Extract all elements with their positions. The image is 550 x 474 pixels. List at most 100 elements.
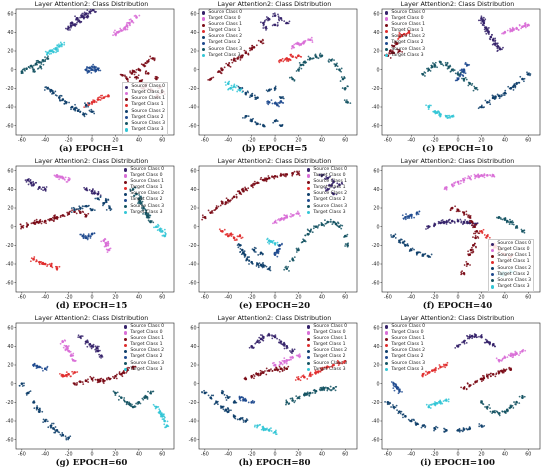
data-point-density <box>402 416 404 419</box>
data-point-density <box>258 424 261 426</box>
data-point-density <box>161 234 164 237</box>
legend: Source Class 0 Target Class 0 Source Class… <box>385 10 425 59</box>
data-point-density <box>409 247 412 250</box>
data-point-density <box>293 79 296 81</box>
data-point-density <box>494 409 496 412</box>
data-point-density <box>99 194 102 197</box>
panel-caption: (i) EPOCH=100 <box>420 458 495 468</box>
data-point-density <box>483 424 486 427</box>
legend-item: Source Class 3 <box>307 361 347 367</box>
data-point-density <box>252 183 254 185</box>
data-point-density <box>86 70 89 73</box>
data-point-density <box>261 370 263 373</box>
data-point <box>291 349 294 353</box>
data-point-density <box>49 91 52 93</box>
data-point-density <box>59 433 62 436</box>
data-point-density <box>316 56 318 59</box>
data-point-density <box>444 399 446 402</box>
data-point-density <box>74 109 77 112</box>
data-point-density <box>243 398 246 401</box>
data-point-density <box>53 431 56 434</box>
data-point-density <box>335 224 338 226</box>
data-point-density <box>201 214 204 217</box>
legend-label: Source Class 0 <box>313 167 348 172</box>
legend-label: Source Class 2 <box>130 191 165 197</box>
data-point-density <box>257 374 260 377</box>
legend-marker <box>491 266 495 271</box>
data-point-density <box>86 12 88 15</box>
data-point-density <box>248 96 251 99</box>
data-point-density <box>447 114 449 117</box>
data-point-density <box>21 68 24 71</box>
data-point-density <box>291 352 293 355</box>
data-point-density <box>41 220 44 223</box>
data-point-density <box>76 16 79 19</box>
data-point-density <box>508 406 511 409</box>
data-point-density <box>426 373 429 376</box>
data-point-density <box>462 79 465 82</box>
data-point-density <box>75 18 78 21</box>
data-point-density <box>112 34 114 37</box>
data-point-density <box>254 342 257 345</box>
data-point-density <box>293 256 296 259</box>
series-target-class-1 <box>29 256 61 271</box>
data-point-density <box>266 268 269 271</box>
data-point-density <box>246 256 249 259</box>
y-tick-label: -20 <box>6 86 14 92</box>
data-point-density <box>283 347 286 350</box>
legend-marker <box>202 23 206 27</box>
series-target-class-2 <box>390 381 403 395</box>
x-tick-label: 20 <box>295 138 301 144</box>
data-point-density <box>406 217 409 220</box>
data-point-density <box>417 213 420 216</box>
data-point-density <box>459 218 462 221</box>
legend-item: Target Class 0 <box>491 247 531 253</box>
data-point-density <box>306 378 309 380</box>
data-point-density <box>452 68 455 71</box>
data-point-density <box>316 226 319 229</box>
legend-marker <box>125 128 129 132</box>
data-point-density <box>28 178 30 180</box>
data-point-density <box>473 85 476 88</box>
data-point-density <box>104 379 106 382</box>
data-point-density <box>79 16 82 19</box>
data-point-density <box>264 179 267 182</box>
data-point-density <box>266 90 269 93</box>
data-point-density <box>225 202 228 204</box>
y-tick-label: 20 <box>373 206 379 212</box>
x-tick-label: -20 <box>431 295 439 301</box>
data-point-density <box>328 58 331 61</box>
data-point-density <box>127 21 129 24</box>
data-point-density <box>55 49 58 51</box>
data-point-density <box>466 337 469 340</box>
data-point-density <box>297 376 300 378</box>
chart-title: Layer Attention2: Class Distribution <box>34 0 149 8</box>
x-tick-label: 40 <box>502 452 508 458</box>
legend-marker <box>124 204 128 209</box>
data-point-density <box>426 225 428 228</box>
data-point-density <box>441 221 444 224</box>
data-point-density <box>454 72 457 75</box>
point-layer <box>207 12 352 128</box>
y-tick-label: -40 <box>6 105 14 111</box>
data-point-density <box>271 24 274 27</box>
data-point-density <box>340 76 343 78</box>
data-point-density <box>264 429 266 431</box>
data-point-density <box>227 199 230 202</box>
series-target-class-0 <box>290 36 314 50</box>
panel-caption: (c) EPOCH=10 <box>422 144 493 154</box>
legend-item: Source Class 2 <box>307 191 347 197</box>
data-point-density <box>128 23 131 26</box>
data-point-density <box>438 400 441 403</box>
data-point-density <box>515 403 517 406</box>
data-point-density <box>518 354 520 357</box>
data-point-density <box>98 96 101 99</box>
data-point-density <box>283 357 286 360</box>
data-point-density <box>163 228 166 231</box>
data-point-density <box>459 343 462 346</box>
data-point-density <box>128 76 131 79</box>
data-point-density <box>55 176 58 178</box>
data-point <box>445 186 448 189</box>
legend-label: Source Class 0 <box>208 10 243 15</box>
